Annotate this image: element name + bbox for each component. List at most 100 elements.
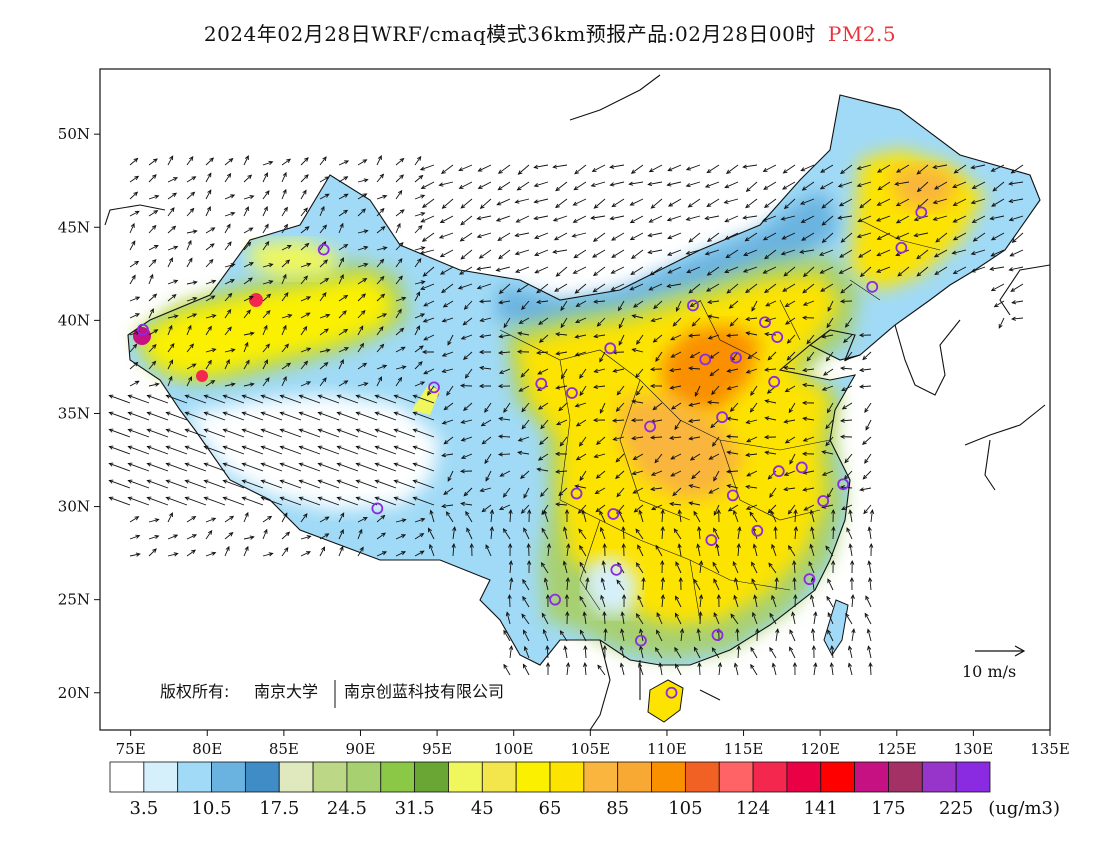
wind-arrow-head <box>847 662 852 668</box>
wind-arrow-head <box>478 349 484 355</box>
wind-arrow-head <box>398 275 403 281</box>
wind-arrow-shaft <box>746 470 758 477</box>
wind-arrow-shaft <box>822 451 834 455</box>
wind-arrow-head <box>303 275 308 281</box>
wind-arrow-shaft <box>774 526 777 540</box>
wind-arrow-shaft <box>953 215 967 223</box>
wind-arrow-shaft <box>243 512 249 523</box>
wind-arrow-head <box>476 266 482 271</box>
wind-arrow-shaft <box>595 504 606 513</box>
wind-arrow-shaft <box>708 334 720 339</box>
wind-arrow-shaft <box>299 395 321 404</box>
wind-arrow-head <box>631 399 637 404</box>
wind-arrow-shaft <box>167 534 178 540</box>
wind-arrow-head <box>621 525 626 531</box>
wind-arrow-head <box>427 527 432 533</box>
monitoring-site-marker <box>371 502 384 515</box>
wind-arrow-shaft <box>990 215 1005 220</box>
wind-arrow-head <box>439 219 445 224</box>
wind-arrow-shaft <box>262 516 272 523</box>
wind-arrow-shaft <box>820 283 834 292</box>
wind-arrow-shaft <box>414 313 425 319</box>
wind-arrow-head <box>134 380 140 385</box>
wind-arrow-head <box>574 319 580 324</box>
wind-arrow-shaft <box>706 198 720 207</box>
wind-arrow-head <box>825 424 830 430</box>
wind-arrow-head <box>572 269 578 274</box>
wind-arrow-head <box>268 263 274 268</box>
wind-arrow-shaft <box>599 402 606 414</box>
wind-arrow-head <box>789 629 794 635</box>
wind-arrow-head <box>285 259 291 265</box>
wind-arrow-head <box>241 411 247 416</box>
wind-arrow-head <box>724 218 730 223</box>
wind-arrow-head <box>267 515 273 521</box>
wind-arrow-shaft <box>442 317 454 322</box>
wind-arrow-head <box>800 167 806 172</box>
wind-arrow-shaft <box>762 215 777 222</box>
wind-arrow-head <box>713 612 718 617</box>
wind-arrow-shaft <box>686 249 701 255</box>
wind-arrow-head <box>228 531 234 537</box>
colorbar-tick-label: 45 <box>471 798 494 819</box>
wind-arrow-head <box>146 411 152 416</box>
wind-arrow-shaft <box>541 528 549 540</box>
wind-arrow-head <box>484 408 489 413</box>
wind-arrow-shaft <box>280 429 302 438</box>
wind-arrow-shaft <box>765 417 777 421</box>
wind-arrow-shaft <box>784 419 796 423</box>
wind-arrow-head <box>536 350 541 355</box>
wind-arrow-shaft <box>129 275 136 285</box>
wind-arrow-shaft <box>821 215 834 226</box>
wind-arrow-head <box>539 440 544 446</box>
monitoring-site-marker <box>795 461 808 474</box>
wind-arrow-head <box>248 277 253 282</box>
wind-arrow-head <box>1010 287 1016 292</box>
lat-tick-label: 25N <box>58 591 90 609</box>
colorbar-swatch <box>346 761 382 793</box>
colorbar-swatch <box>651 761 686 793</box>
wind-arrow-shaft <box>574 249 587 259</box>
wind-arrow-head <box>612 368 618 373</box>
wind-arrow-head <box>305 312 311 317</box>
wind-arrow-shaft <box>109 463 131 472</box>
wind-arrow-head <box>745 203 750 209</box>
wind-arrow-shaft <box>148 518 159 523</box>
wind-arrow-head <box>382 194 388 199</box>
wind-arrow-head <box>859 367 865 373</box>
lon-tick-label: 95E <box>422 740 452 758</box>
wind-arrow-head <box>497 169 503 174</box>
wind-arrow-shaft <box>205 314 216 319</box>
wind-arrow-head <box>631 470 637 476</box>
wind-arrow-shaft <box>440 215 454 223</box>
wind-arrow-head <box>226 172 232 178</box>
wind-arrow-shaft <box>546 645 549 659</box>
wind-arrow-head <box>263 206 268 211</box>
wind-arrow-shaft <box>300 312 310 319</box>
wind-arrow-shaft <box>632 348 644 353</box>
wind-arrow-head <box>766 389 772 394</box>
wind-arrow-head <box>933 253 939 258</box>
wind-arrow-shaft <box>842 402 853 410</box>
wind-arrow-shaft <box>991 232 1005 241</box>
wind-arrow-head <box>514 232 520 238</box>
wind-arrow-shaft <box>319 206 325 217</box>
wind-arrow-head <box>323 259 329 265</box>
wind-arrow-head <box>165 394 171 399</box>
wind-arrow-head <box>191 176 197 181</box>
wind-arrow-head <box>459 237 465 242</box>
wind-arrow-shaft <box>688 232 701 243</box>
colorbar-tick-label: 17.5 <box>259 798 299 819</box>
wind-arrow-head <box>323 361 329 367</box>
wind-arrow-head <box>522 663 527 669</box>
wind-arrow-head <box>522 578 527 584</box>
wind-arrow-head <box>647 181 653 187</box>
wind-arrow-shaft <box>441 164 454 174</box>
wind-arrow-shaft <box>858 249 872 258</box>
wind-arrow-head <box>393 496 399 501</box>
wind-arrow-shaft <box>934 181 948 190</box>
wind-arrow-head <box>306 551 311 556</box>
wind-arrow-head <box>656 629 661 635</box>
wind-arrow-head <box>649 383 655 389</box>
wind-arrow-shaft <box>338 380 348 387</box>
